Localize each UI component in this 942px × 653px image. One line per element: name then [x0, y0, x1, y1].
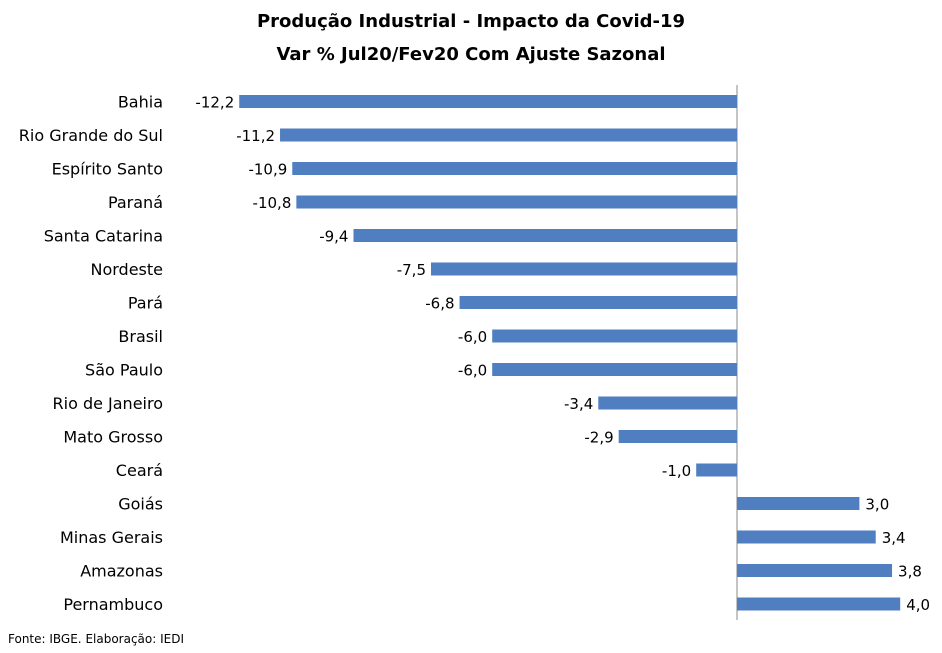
bar: [737, 497, 860, 510]
data-label: -6,8: [425, 295, 454, 313]
bar: [737, 564, 893, 577]
data-label: 3,0: [865, 496, 889, 514]
bar: [353, 229, 737, 242]
chart-subtitle: Var % Jul20/Fev20 Com Ajuste Sazonal: [276, 44, 666, 65]
category-label: São Paulo: [85, 361, 163, 380]
category-label: Pará: [128, 294, 163, 313]
data-label: -1,0: [662, 462, 691, 480]
data-label: -12,2: [195, 94, 234, 112]
data-label: -10,8: [253, 194, 292, 212]
bar: [492, 329, 737, 343]
data-label: 4,0: [906, 596, 930, 614]
bar: [618, 430, 737, 443]
category-label: Pernambuco: [63, 595, 163, 614]
category-label: Rio Grande do Sul: [19, 126, 163, 145]
data-label: -3,4: [564, 395, 593, 413]
category-label: Bahia: [118, 93, 163, 112]
data-label: 3,8: [898, 563, 922, 581]
bar: [431, 262, 737, 276]
bar: [598, 396, 737, 410]
category-label: Nordeste: [90, 260, 163, 279]
category-label: Ceará: [116, 461, 163, 480]
category-label: Amazonas: [80, 562, 163, 581]
data-label: -11,2: [236, 127, 275, 145]
data-label: -6,0: [458, 328, 487, 346]
category-label: Santa Catarina: [44, 227, 163, 246]
category-label: Espírito Santo: [52, 160, 163, 179]
data-label: -10,9: [248, 161, 287, 179]
bar: [492, 363, 737, 376]
bar: [280, 128, 737, 142]
category-label: Minas Gerais: [60, 528, 163, 547]
bar: [737, 597, 901, 611]
category-label: Goiás: [118, 495, 163, 514]
bar: [292, 162, 737, 175]
category-label: Brasil: [118, 327, 163, 346]
data-label: -6,0: [458, 362, 487, 380]
bar: [296, 195, 737, 209]
data-label: 3,4: [882, 529, 906, 547]
category-label: Paraná: [108, 193, 163, 212]
category-label: Rio de Janeiro: [53, 394, 164, 413]
data-label: -9,4: [319, 228, 348, 246]
bar: [239, 95, 738, 108]
data-label: -7,5: [397, 261, 426, 279]
category-label: Mato Grosso: [63, 428, 163, 447]
data-label: -2,9: [584, 429, 613, 447]
source-note: Fonte: IBGE. Elaboração: IEDI: [8, 632, 185, 646]
bar: [459, 296, 737, 309]
bar: [737, 530, 876, 544]
chart-title: Produção Industrial - Impacto da Covid-1…: [256, 11, 686, 32]
bar: [696, 463, 737, 477]
